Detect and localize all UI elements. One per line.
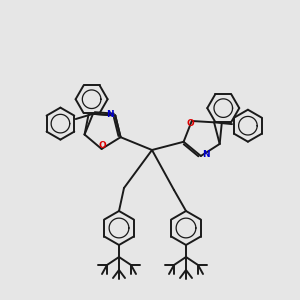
Text: O: O	[187, 119, 195, 128]
Text: N: N	[106, 110, 114, 119]
Text: O: O	[99, 141, 106, 150]
Text: N: N	[202, 151, 210, 160]
